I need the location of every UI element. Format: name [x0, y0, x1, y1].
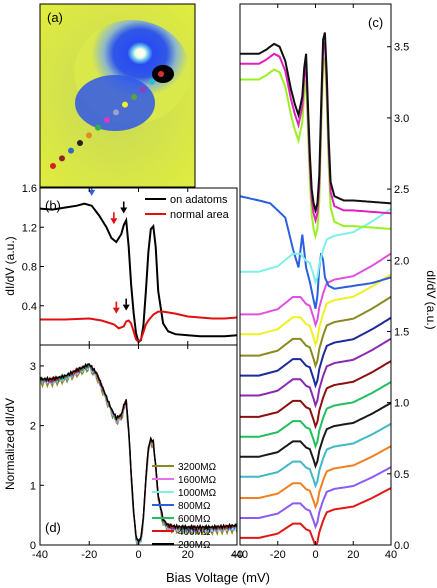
- c-ytick-label: 1.5: [394, 326, 409, 338]
- panel-c-ylabel: dI/dV (a.u.): [424, 270, 437, 329]
- c-ytick-label: 2.5: [394, 184, 409, 196]
- d-xtick-label: 20: [182, 549, 194, 561]
- panel-c-label: (c): [368, 15, 383, 30]
- tip-position-marker: [86, 132, 92, 139]
- tip-position-marker: [104, 117, 110, 123]
- peak-arrow: [120, 207, 128, 214]
- panel-b-ylabel: dI/dV (a.u.): [3, 236, 17, 295]
- peak-arrow: [122, 304, 130, 311]
- panel-d: 0 1 2 3 -40 -20 0 20 40 (d) 3200MΩ 1600MΩ 1000MΩ 80…: [3, 344, 243, 561]
- panel-a: [40, 4, 195, 187]
- c-xtick-label: -20: [270, 549, 286, 561]
- legend-label: 200MΩ: [178, 540, 211, 551]
- tip-position-marker: [149, 78, 155, 85]
- tip-position-marker: [122, 101, 128, 108]
- shared-xlabel: Bias Voltage (mV): [166, 570, 270, 585]
- spectrum-line: [240, 445, 391, 510]
- d-xtick-label: -40: [32, 549, 48, 561]
- peak-arrow: [88, 189, 96, 196]
- tip-position-marker: [140, 86, 146, 93]
- c-ytick-label: 3.0: [394, 113, 409, 125]
- legend-label: 600MΩ: [178, 514, 211, 525]
- legend-label: 3200MΩ: [178, 462, 217, 473]
- tip-position-marker: [131, 94, 137, 100]
- b-ytick-label: 1.6: [22, 183, 37, 195]
- panel-b: 0.4 0.8 1.2 1.6 (b) on adatoms normal area d…: [3, 183, 238, 346]
- panel-b-label: (b): [45, 198, 61, 213]
- spectrum-line: [240, 32, 391, 215]
- c-xtick-label: 40: [385, 549, 397, 561]
- spectrum-line: [240, 381, 391, 450]
- spectrum-line: [240, 466, 391, 530]
- spectrum-line: [240, 422, 391, 489]
- spectrum-line: [240, 195, 391, 309]
- tip-position-marker: [59, 155, 65, 162]
- tip-position-marker: [77, 140, 83, 146]
- c-ytick-label: 2.0: [394, 255, 409, 267]
- spectrum-line: [240, 273, 391, 348]
- panel-c: 0.00.51.01.52.02.53.03.5-40 -20 0 20 40 (c) …: [232, 3, 437, 561]
- heatmap-lobe: [75, 75, 155, 131]
- legend-label: 400MΩ: [178, 527, 211, 538]
- spectrum-line: [240, 402, 391, 469]
- c-ytick-label: 0.0: [394, 540, 409, 552]
- c-ytick-label: 3.5: [394, 42, 409, 54]
- b-ytick-label: 1.2: [22, 222, 37, 234]
- tip-position-marker: [158, 71, 164, 77]
- c-xtick-label: 20: [347, 549, 359, 561]
- series-line-on-adatoms: [40, 202, 237, 344]
- c-xtick-label: 0: [312, 549, 318, 561]
- legend-label: 1000MΩ: [178, 488, 217, 499]
- normalized-line: [40, 362, 237, 542]
- legend-label: normal area: [170, 209, 230, 221]
- panel-d-ylabel: Normalized dI/dV: [3, 398, 17, 490]
- panel-a-frame: [39, 3, 196, 188]
- spectrum-line: [240, 57, 391, 241]
- series-line-normal-area: [40, 310, 237, 344]
- d-ytick-label: 3: [30, 361, 36, 373]
- b-ytick-label: 0.8: [22, 262, 37, 274]
- legend-label: 1600MΩ: [178, 475, 217, 486]
- panel-d-label: (d): [45, 520, 61, 535]
- d-ytick-label: 1: [30, 480, 36, 492]
- legend-label: 800MΩ: [178, 501, 211, 512]
- peak-arrow: [112, 307, 120, 314]
- d-xtick-label: 40: [231, 549, 243, 561]
- spectrum-line: [240, 208, 391, 286]
- d-ytick-label: 0: [30, 540, 36, 552]
- tip-position-marker: [113, 109, 119, 116]
- spectrum-line: [240, 42, 391, 225]
- peak-arrow: [110, 218, 118, 225]
- spectrum-line: [240, 337, 391, 409]
- c-ytick-label: 0.5: [394, 469, 409, 481]
- spectrum-line: [240, 360, 391, 430]
- spectrum-line: [240, 252, 391, 329]
- b-ytick-label: 0.4: [22, 301, 37, 313]
- tip-position-marker: [95, 124, 101, 131]
- tip-position-marker: [50, 163, 56, 169]
- c-xtick-label: -40: [232, 549, 248, 561]
- legend-label: on adatoms: [170, 194, 228, 206]
- d-ytick-label: 2: [30, 421, 36, 433]
- d-xtick-label: 0: [135, 549, 141, 561]
- c-ytick-label: 1.0: [394, 398, 409, 410]
- spectrum-line: [240, 316, 391, 389]
- d-xtick-label: -20: [81, 549, 97, 561]
- spectrum-line: [240, 296, 391, 369]
- spectrum-line: [240, 487, 391, 545]
- panel-a-label: (a): [47, 10, 63, 25]
- tip-position-marker: [68, 147, 74, 154]
